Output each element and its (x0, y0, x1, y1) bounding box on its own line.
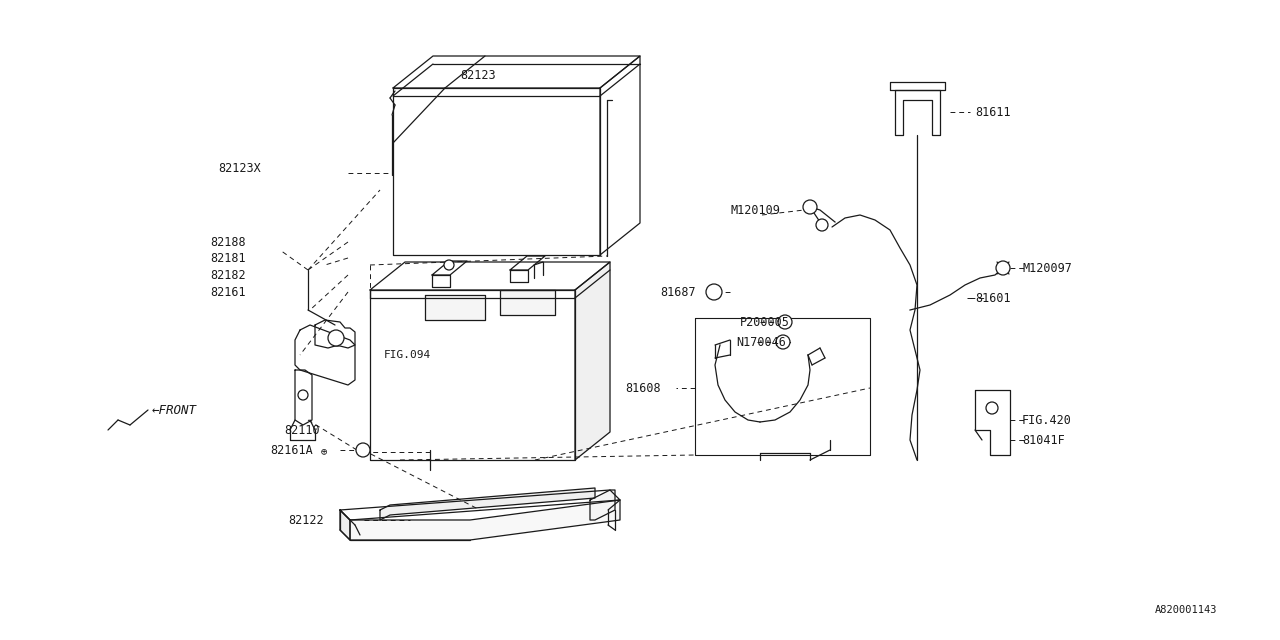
Text: M120109: M120109 (730, 204, 780, 216)
Polygon shape (393, 56, 640, 88)
Polygon shape (370, 290, 575, 460)
Text: 81611: 81611 (975, 106, 1011, 118)
Text: 82110: 82110 (284, 424, 320, 436)
Text: 82123: 82123 (460, 68, 495, 81)
Polygon shape (590, 490, 614, 520)
Text: ⊕: ⊕ (260, 447, 328, 457)
Polygon shape (340, 510, 349, 540)
Circle shape (778, 315, 792, 329)
Text: 82122: 82122 (288, 513, 324, 527)
Text: M120097: M120097 (1021, 262, 1071, 275)
Polygon shape (975, 390, 1010, 455)
Polygon shape (509, 270, 529, 282)
Circle shape (996, 261, 1010, 275)
Polygon shape (294, 325, 355, 385)
Text: A820001143: A820001143 (1155, 605, 1217, 615)
Circle shape (328, 330, 344, 346)
Polygon shape (370, 262, 611, 290)
Text: 82182: 82182 (210, 269, 246, 282)
Polygon shape (575, 262, 611, 460)
Text: 81041F: 81041F (1021, 433, 1065, 447)
Text: 81601: 81601 (975, 291, 1011, 305)
Text: 82188: 82188 (210, 236, 246, 248)
Circle shape (356, 443, 370, 457)
Circle shape (817, 219, 828, 231)
Text: 82161: 82161 (210, 285, 246, 298)
Polygon shape (294, 370, 312, 425)
Polygon shape (315, 320, 355, 348)
Text: 82123X: 82123X (218, 161, 261, 175)
Circle shape (803, 200, 817, 214)
Polygon shape (340, 490, 620, 520)
Polygon shape (600, 56, 640, 255)
Polygon shape (500, 290, 556, 315)
Text: ←FRONT: ←FRONT (152, 403, 197, 417)
Polygon shape (890, 82, 945, 90)
Polygon shape (433, 261, 467, 275)
Polygon shape (895, 90, 940, 135)
Polygon shape (425, 295, 485, 320)
Circle shape (776, 335, 790, 349)
Text: P200005: P200005 (740, 316, 790, 328)
Text: 81608: 81608 (625, 381, 660, 394)
Polygon shape (509, 256, 545, 270)
Text: FIG.420: FIG.420 (1021, 413, 1071, 426)
Polygon shape (380, 488, 595, 520)
Circle shape (444, 260, 454, 270)
Text: 82161A: 82161A (270, 444, 312, 456)
Text: FIG.094: FIG.094 (384, 350, 431, 360)
Text: 82181: 82181 (210, 252, 246, 264)
Circle shape (298, 390, 308, 400)
Text: 81687: 81687 (660, 285, 695, 298)
Circle shape (707, 284, 722, 300)
Text: N170046: N170046 (736, 335, 786, 349)
Polygon shape (433, 275, 451, 287)
Circle shape (986, 402, 998, 414)
Polygon shape (349, 500, 620, 540)
Polygon shape (393, 88, 600, 255)
Polygon shape (695, 318, 870, 455)
